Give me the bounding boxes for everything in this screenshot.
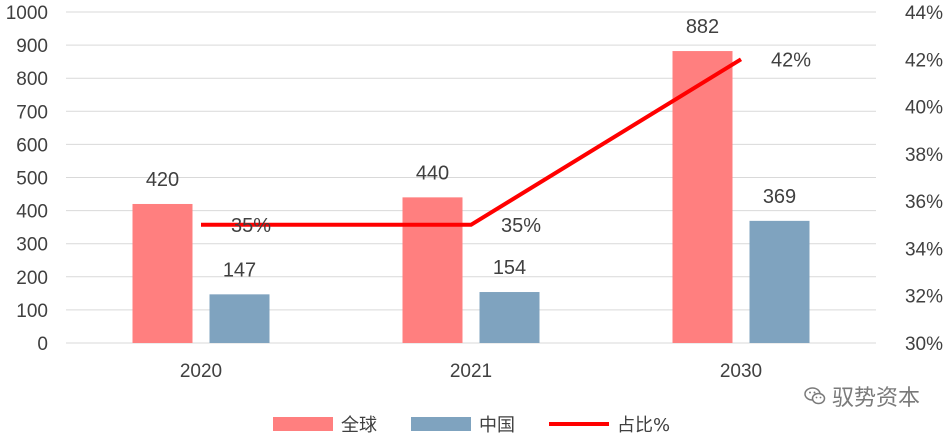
- x-tick-label: 2020: [180, 361, 222, 382]
- y2-tick-label: 44%: [905, 3, 943, 24]
- y-tick-label: 0: [37, 334, 48, 355]
- y2-tick-label: 32%: [905, 287, 943, 308]
- legend-swatch: [273, 417, 333, 431]
- y-tick-label: 700: [16, 102, 48, 123]
- bar: [209, 294, 270, 343]
- wechat-icon: [804, 387, 826, 405]
- y2-tick-label: 40%: [905, 98, 943, 119]
- legend-label: 全球: [341, 415, 377, 436]
- y-tick-label: 800: [16, 69, 48, 90]
- y-tick-label: 600: [16, 135, 48, 156]
- y2-tick-label: 30%: [905, 334, 943, 355]
- line-series: [201, 57, 743, 227]
- bar: [749, 220, 810, 343]
- legend-swatch: [411, 417, 471, 431]
- data-label: 369: [763, 186, 796, 208]
- y2-tick-label: 38%: [905, 145, 943, 166]
- line-data-label: 35%: [231, 215, 271, 237]
- y2-tick-label: 34%: [905, 239, 943, 260]
- y-tick-label: 300: [16, 235, 48, 256]
- bar: [479, 292, 540, 343]
- legend-label: 占比%: [617, 415, 670, 436]
- bar: [672, 51, 733, 344]
- y2-tick-label: 36%: [905, 192, 943, 213]
- legend-label: 中国: [479, 415, 515, 436]
- data-label: 882: [686, 16, 719, 38]
- data-label: 147: [223, 259, 256, 281]
- watermark: 驭势资本: [804, 380, 920, 412]
- data-label: 440: [416, 162, 449, 184]
- y2-tick-label: 42%: [905, 50, 943, 71]
- y-tick-label: 1000: [6, 3, 48, 24]
- data-label: 154: [493, 257, 526, 279]
- line-data-label: 42%: [771, 49, 811, 71]
- y-tick-label: 100: [16, 301, 48, 322]
- watermark-text: 驭势资本: [831, 386, 920, 411]
- bar: [402, 197, 463, 343]
- y-tick-label: 400: [16, 202, 48, 223]
- bar: [132, 203, 193, 343]
- x-tick-label: 2021: [450, 361, 492, 382]
- line-data-label: 35%: [501, 215, 541, 237]
- y-tick-label: 200: [16, 268, 48, 289]
- x-tick-label: 2030: [720, 361, 762, 382]
- y-tick-label: 500: [16, 169, 48, 190]
- y-tick-label: 900: [16, 36, 48, 57]
- data-label: 420: [146, 169, 179, 191]
